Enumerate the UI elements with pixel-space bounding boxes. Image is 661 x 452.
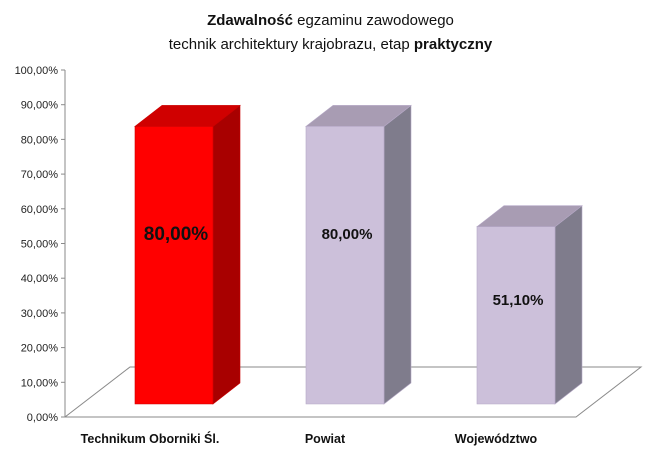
bar-front-face [476,226,556,405]
bar-2 [305,104,412,405]
bar-front-face [134,126,214,405]
y-tick-label: 40,00% [21,273,59,285]
y-tick-label: 20,00% [21,343,59,355]
y-tick-label: 70,00% [21,169,59,181]
y-tick-label: 60,00% [21,204,59,216]
x-category-label: Technikum Oborniki Śl. [81,431,220,446]
y-tick-label: 80,00% [21,134,59,146]
chart-title-bold-1: Zdawalność [207,12,293,29]
bar-1 [134,104,241,405]
data-label: 80,00% [322,226,373,243]
y-tick-label: 100,00% [15,65,59,77]
x-category-label: Województwo [455,432,538,446]
bar-side-face [383,104,412,405]
data-label: 80,00% [144,224,209,245]
chart-title-line-2: technik architektury krajobrazu, etap pr… [0,36,661,53]
chart-title-rest-1: egzaminu zawodowego [292,12,454,29]
x-category-label: Powiat [305,432,346,446]
y-tick-label: 0,00% [27,412,58,424]
chart-title-rest-2: technik architektury krajobrazu, etap [168,36,414,53]
y-tick-label: 10,00% [21,377,59,389]
bar-front-face [305,126,385,405]
bar-3 [476,205,583,405]
bar-side-face [212,104,241,405]
chart-title-line-1: Zdawalność egzaminu zawodowego [0,12,661,29]
y-tick-label: 50,00% [21,239,59,251]
chart-title-bold-2: praktyczny [413,36,493,53]
data-label: 51,10% [493,292,544,309]
y-tick-label: 30,00% [21,308,59,320]
bar-side-face [554,205,583,405]
y-tick-label: 90,00% [21,100,59,112]
